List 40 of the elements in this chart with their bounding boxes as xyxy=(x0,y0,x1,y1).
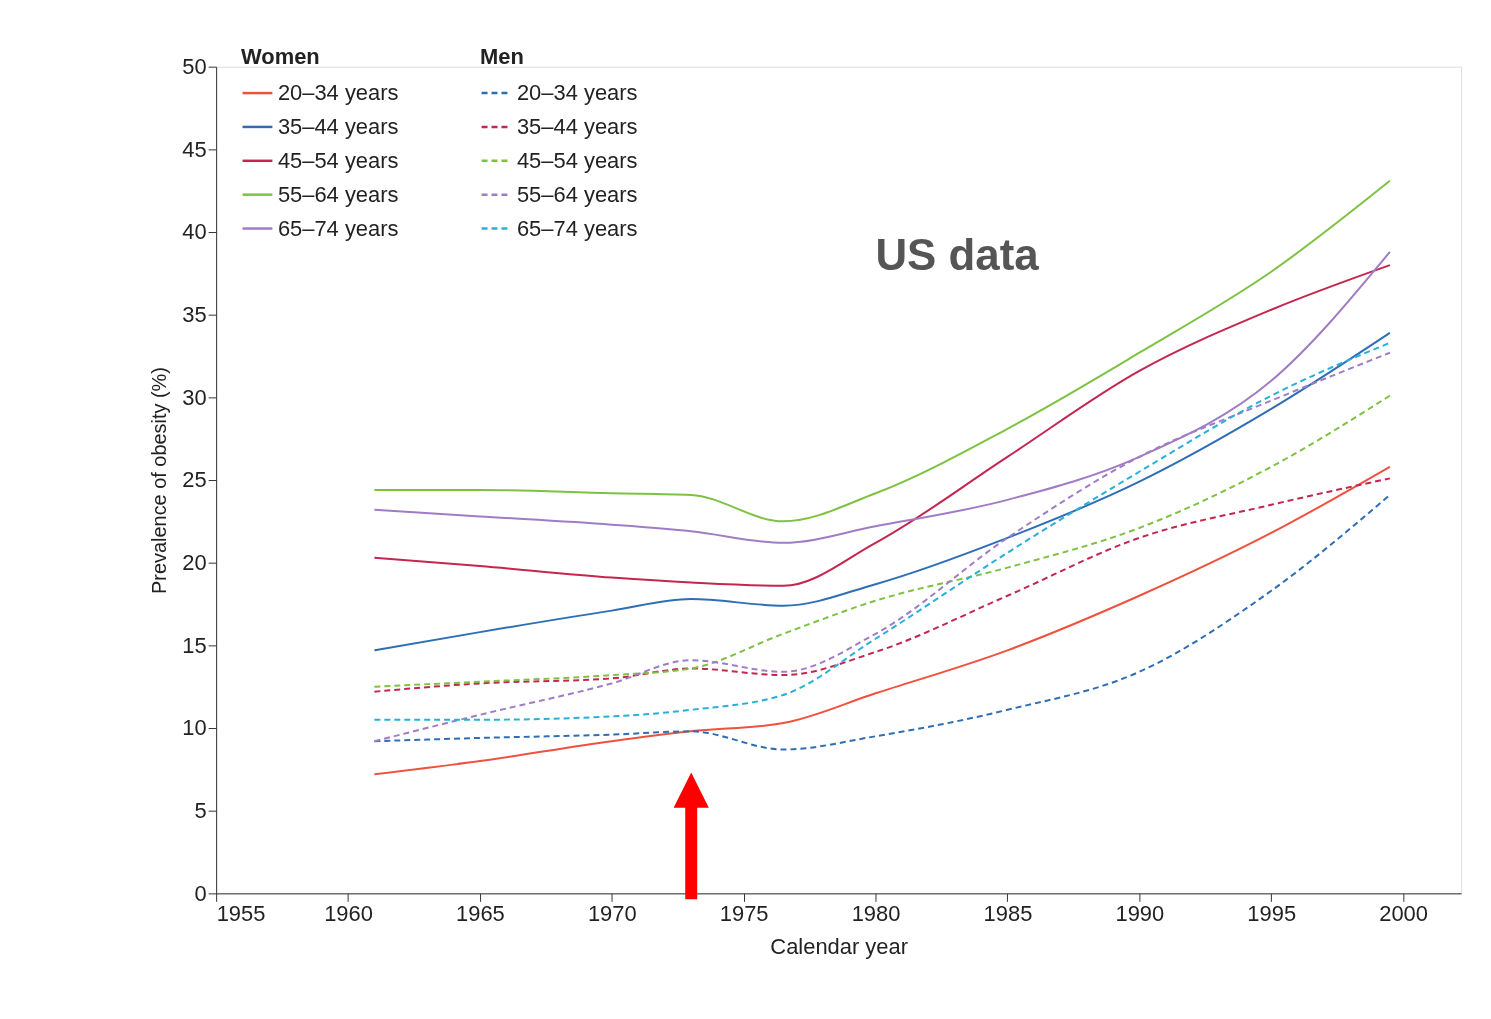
y-tick-label: 5 xyxy=(194,798,207,824)
x-tick-label: 1965 xyxy=(456,900,505,926)
text: Women xyxy=(241,43,320,69)
x-tick-label: 1990 xyxy=(1115,900,1165,926)
x-tick-label: 1975 xyxy=(719,900,769,926)
y-tick-label: 10 xyxy=(182,715,207,741)
x-tick-label: 1985 xyxy=(983,900,1033,926)
legend-label: 45–54 years xyxy=(516,147,638,173)
legend-label: 35–44 years xyxy=(516,113,638,139)
text: Men xyxy=(480,43,524,69)
legend-label: 65–74 years xyxy=(277,215,399,241)
legend-label: 20–34 years xyxy=(277,80,399,106)
y-tick-label: 35 xyxy=(182,302,207,328)
y-tick-label: 20 xyxy=(182,550,207,576)
legend-label: 65–74 years xyxy=(516,215,638,241)
line-series xyxy=(373,394,1391,688)
x-axis-title: Calendar year xyxy=(770,933,908,959)
legend-label: 45–54 years xyxy=(277,147,399,173)
y-tick-label: 15 xyxy=(182,632,207,658)
y-tick-label: 25 xyxy=(182,467,207,493)
y-tick-label: 30 xyxy=(182,384,207,410)
x-tick-label: 2000 xyxy=(1379,900,1428,926)
legend-label: 35–44 years xyxy=(277,113,399,139)
line-series xyxy=(373,331,1391,652)
x-tick-label: 1980 xyxy=(851,900,901,926)
legend-label: 20–34 years xyxy=(516,80,638,106)
line-series xyxy=(373,477,1391,693)
y-axis-title: Prevalence of obesity (%) xyxy=(148,367,171,594)
x-tick-label: 1995 xyxy=(1247,900,1297,926)
line-series xyxy=(373,465,1391,776)
x-tick-label: 1960 xyxy=(324,900,373,926)
y-tick-label: 0 xyxy=(194,880,207,906)
y-tick-label: 40 xyxy=(182,219,207,245)
annotation: US data xyxy=(875,229,1040,279)
y-tick-label: 50 xyxy=(182,54,207,80)
legend-label: 55–64 years xyxy=(516,181,638,207)
y-tick-label: 45 xyxy=(182,136,207,162)
legend-label: 55–64 years xyxy=(277,181,399,207)
x-tick-label: 1970 xyxy=(587,900,637,926)
x-tick-label: 1955 xyxy=(216,900,266,926)
